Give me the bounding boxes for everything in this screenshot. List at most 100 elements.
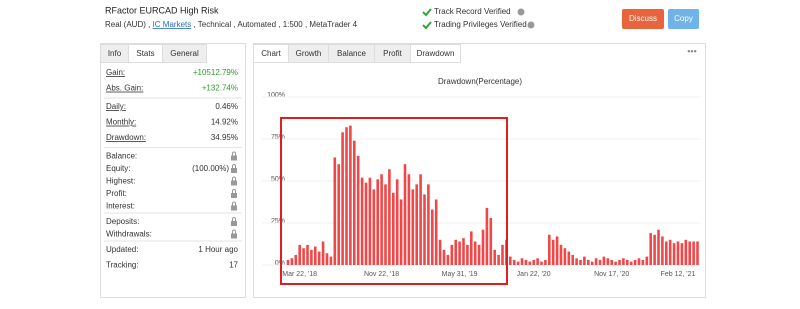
discuss-button[interactable] — [622, 9, 664, 29]
tab[interactable] — [410, 44, 461, 63]
bar — [341, 132, 344, 265]
tab[interactable] — [162, 44, 207, 63]
bar — [680, 243, 684, 265]
bar — [384, 184, 387, 265]
stat-value: 1 Hour ago — [198, 245, 238, 254]
bar — [544, 259, 547, 265]
stat-value: 14.92% — [211, 118, 238, 127]
bar — [427, 184, 430, 265]
copy-button[interactable] — [668, 9, 699, 29]
y-tick-label: 75% — [271, 134, 285, 141]
bar — [657, 229, 660, 265]
bar — [407, 174, 411, 265]
bar — [446, 254, 450, 265]
stat-value: 34.95% — [211, 133, 238, 142]
bar — [692, 241, 695, 265]
bar — [353, 140, 356, 265]
bar — [497, 254, 500, 265]
bar — [345, 127, 348, 266]
tab-label[interactable]: Profit — [383, 49, 402, 58]
account-info: Real (AUD) , IC Markets , Technical , Au… — [105, 20, 358, 29]
bar — [454, 239, 457, 265]
copy-button-label[interactable]: Copy — [674, 14, 693, 23]
lock-icon — [232, 164, 236, 168]
info-icon[interactable] — [527, 21, 535, 29]
bar — [419, 174, 422, 265]
info-prefix: Real (AUD) , — [105, 20, 150, 29]
bar — [306, 244, 309, 265]
stat-label: Gain: — [106, 68, 125, 77]
stat-label: Equity: — [106, 164, 130, 173]
stat-label: Withdrawals: — [106, 230, 152, 239]
tab-label[interactable]: Chart — [261, 49, 281, 58]
y-tick-label: 0% — [275, 260, 285, 267]
tab-label[interactable]: General — [170, 49, 199, 58]
bar — [434, 199, 438, 265]
bar — [431, 209, 434, 265]
x-tick-label: Feb 12, '21 — [661, 271, 696, 278]
bar — [286, 259, 290, 265]
bar — [372, 189, 376, 265]
stats-panel — [100, 43, 246, 298]
bar — [470, 231, 473, 265]
bar — [481, 229, 485, 265]
tab-label[interactable]: Info — [108, 49, 122, 58]
bar — [493, 249, 496, 265]
bar — [337, 164, 340, 265]
verified-label: Track Record Verified — [434, 7, 511, 16]
bar — [524, 259, 528, 265]
account-title: RFactor EURCAD High Risk — [105, 5, 219, 15]
highlight-box — [280, 117, 508, 285]
bar — [512, 259, 516, 265]
bar — [411, 189, 415, 265]
lock-icon — [231, 155, 237, 161]
bar — [364, 182, 368, 265]
stat-label: Daily: — [106, 102, 126, 111]
lock-icon — [232, 176, 236, 181]
bar — [403, 164, 407, 265]
bar — [325, 253, 329, 265]
bar — [645, 256, 649, 265]
bar — [598, 259, 602, 265]
bar — [555, 236, 559, 265]
bar — [516, 261, 520, 265]
bar — [548, 234, 551, 265]
bar — [477, 244, 481, 265]
lock-icon — [232, 201, 236, 206]
bar — [688, 241, 691, 265]
lock-icon — [232, 151, 236, 156]
bar — [388, 169, 391, 265]
bar — [302, 248, 305, 265]
bar — [532, 259, 535, 265]
bar — [668, 239, 672, 265]
bar — [298, 244, 301, 265]
tab-label[interactable]: Growth — [296, 49, 322, 58]
bar — [602, 256, 606, 265]
bar — [551, 239, 555, 265]
bar — [567, 251, 571, 265]
info-icon[interactable] — [517, 8, 525, 16]
lock-icon — [231, 168, 237, 173]
bar — [583, 256, 586, 265]
lock-icon — [232, 229, 236, 234]
bar — [392, 192, 395, 265]
bar — [368, 177, 372, 265]
broker-link[interactable]: IC Markets — [153, 20, 192, 29]
tab-label[interactable]: Drawdown — [417, 49, 455, 58]
tab-label[interactable]: Stats — [136, 49, 154, 58]
check-icon — [422, 8, 432, 17]
bar — [294, 254, 298, 265]
bar — [629, 261, 633, 265]
discuss-button-label[interactable]: Discuss — [629, 14, 657, 23]
bar — [376, 179, 379, 265]
tab-label[interactable]: Balance — [337, 49, 366, 58]
bar — [501, 244, 504, 265]
y-tick-label: 25% — [271, 218, 285, 225]
bar — [633, 259, 637, 265]
lock-icon — [232, 189, 236, 193]
x-tick-label: Mar 22, '18 — [282, 271, 317, 278]
stat-label: Tracking: — [106, 261, 139, 270]
bar — [423, 194, 426, 265]
more-menu[interactable]: ••• — [687, 46, 696, 56]
stat-label: Drawdown: — [106, 133, 146, 142]
